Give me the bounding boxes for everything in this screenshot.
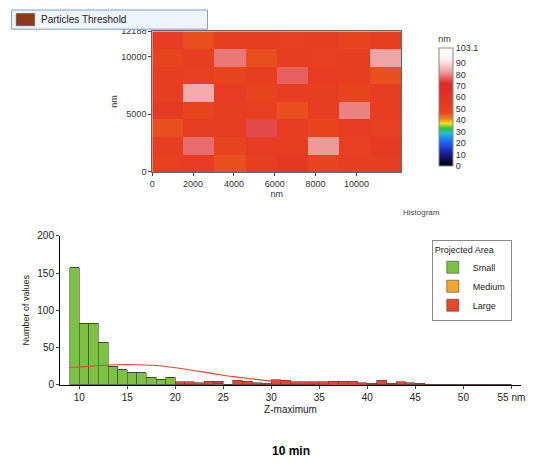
svg-text:2000: 2000	[183, 179, 203, 189]
svg-text:10000: 10000	[344, 179, 369, 189]
svg-text:103.1: 103.1	[456, 43, 479, 53]
svg-text:5000: 5000	[126, 109, 146, 119]
svg-text:50: 50	[456, 104, 466, 114]
svg-text:60: 60	[456, 92, 466, 102]
svg-text:6000: 6000	[265, 179, 285, 189]
svg-text:15: 15	[122, 392, 134, 403]
svg-text:10: 10	[74, 392, 86, 403]
svg-text:10: 10	[456, 150, 466, 160]
svg-text:10000: 10000	[121, 52, 146, 62]
svg-text:Z-maximum: Z-maximum	[264, 404, 317, 415]
svg-text:45: 45	[410, 392, 422, 403]
svg-text:40: 40	[456, 115, 466, 125]
svg-text:4000: 4000	[224, 179, 244, 189]
svg-text:0: 0	[456, 161, 461, 171]
svg-text:30: 30	[266, 392, 278, 403]
svg-text:nm: nm	[109, 95, 119, 108]
svg-text:Histogram: Histogram	[403, 208, 440, 217]
svg-text:50: 50	[43, 342, 55, 353]
svg-text:nm: nm	[438, 34, 451, 44]
svg-text:0: 0	[141, 167, 146, 177]
svg-text:35: 35	[314, 392, 326, 403]
svg-text:Medium: Medium	[473, 282, 505, 292]
svg-text:40: 40	[362, 392, 374, 403]
svg-text:80: 80	[456, 70, 466, 80]
svg-text:10 min: 10 min	[272, 444, 310, 458]
svg-text:Small: Small	[473, 263, 496, 273]
svg-text:nm: nm	[270, 189, 283, 199]
svg-text:25: 25	[218, 392, 230, 403]
svg-text:Projected Area: Projected Area	[435, 245, 494, 255]
svg-text:20: 20	[456, 138, 466, 148]
svg-text:Large: Large	[473, 301, 496, 311]
svg-text:70: 70	[456, 81, 466, 91]
svg-text:50: 50	[458, 392, 470, 403]
svg-text:Number of values: Number of values	[21, 275, 31, 346]
svg-text:0: 0	[150, 179, 155, 189]
svg-text:200: 200	[37, 230, 54, 241]
svg-text:150: 150	[37, 268, 54, 279]
svg-text:0: 0	[48, 379, 54, 390]
svg-text:30: 30	[456, 127, 466, 137]
svg-text:8000: 8000	[306, 179, 326, 189]
svg-text:55 nm: 55 nm	[498, 392, 526, 403]
svg-text:Particles Threshold: Particles Threshold	[41, 14, 126, 25]
svg-text:100: 100	[37, 305, 54, 316]
svg-text:20: 20	[170, 392, 182, 403]
svg-text:90: 90	[456, 58, 466, 68]
svg-text:12188: 12188	[121, 26, 146, 36]
